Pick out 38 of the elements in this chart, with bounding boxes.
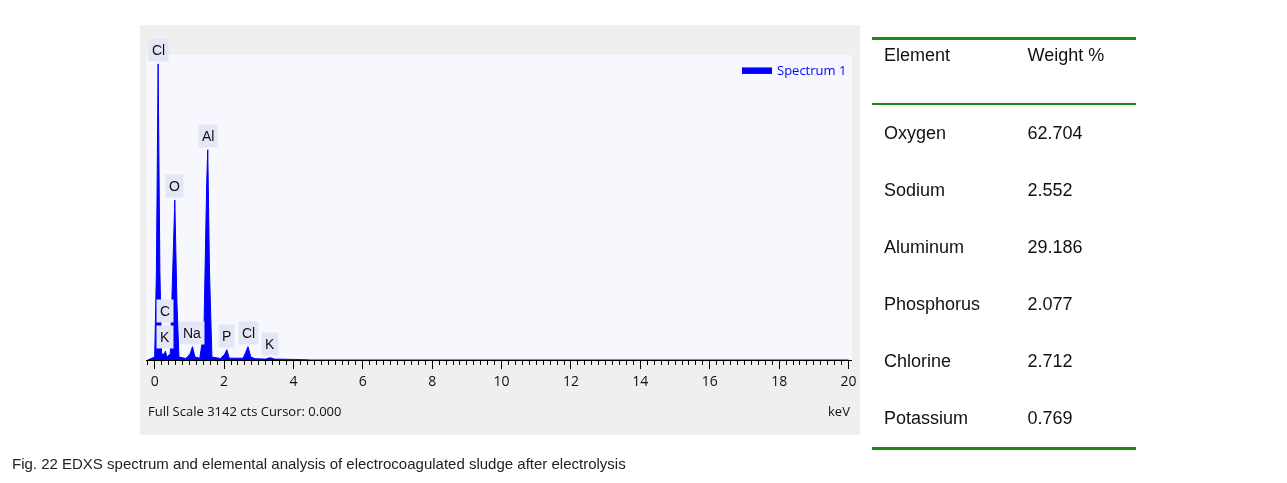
category-label: Sodium	[883, 179, 947, 202]
data-label: 2.712	[1026, 350, 1074, 373]
x-tick-label: 0	[150, 370, 159, 390]
annotation: K	[265, 336, 275, 352]
annotation: Cl	[152, 42, 166, 58]
x-tick-label: 10	[493, 370, 510, 390]
data-label: 62.704	[1026, 122, 1084, 145]
category-label: Aluminum	[883, 236, 966, 259]
caption: Fig. 22 EDXS spectrum and elemental analysis of electrocoagulated sludge after electrolysis	[12, 455, 626, 472]
x-tick-label: 4	[289, 370, 298, 390]
annotation: Na	[183, 325, 202, 341]
text: Full Scale 3142 cts Cursor: 0.000	[148, 402, 342, 420]
legend-label: Spectrum 1	[777, 61, 847, 80]
data-label: 0.769	[1026, 407, 1074, 430]
annotation: Cl	[242, 325, 256, 341]
data-label: 2.552	[1026, 179, 1074, 202]
annotation: O	[169, 178, 180, 194]
annotation: K	[160, 329, 170, 345]
annotation: C	[160, 303, 171, 319]
x-tick-label: 2	[220, 370, 229, 390]
x-tick-label: 6	[358, 370, 367, 390]
x-tick-label: 16	[701, 370, 718, 390]
text: Element	[883, 44, 952, 67]
x-tick-label: 8	[428, 370, 437, 390]
data-label: 2.077	[1026, 293, 1074, 316]
x-tick-label: 20	[840, 370, 857, 390]
data-label: 29.186	[1026, 236, 1084, 259]
x-tick-label: 14	[632, 370, 649, 390]
x-axis-title: keV	[828, 402, 851, 420]
category-label: Potassium	[883, 407, 970, 430]
text: Weight %	[1026, 44, 1106, 67]
category-label: Oxygen	[883, 122, 948, 145]
x-tick-label: 12	[562, 370, 579, 390]
x-tick-label: 18	[771, 370, 788, 390]
category-label: Phosphorus	[883, 293, 982, 316]
annotation: P	[222, 328, 232, 344]
category-label: Chlorine	[883, 350, 953, 373]
annotation: Al	[202, 128, 215, 144]
